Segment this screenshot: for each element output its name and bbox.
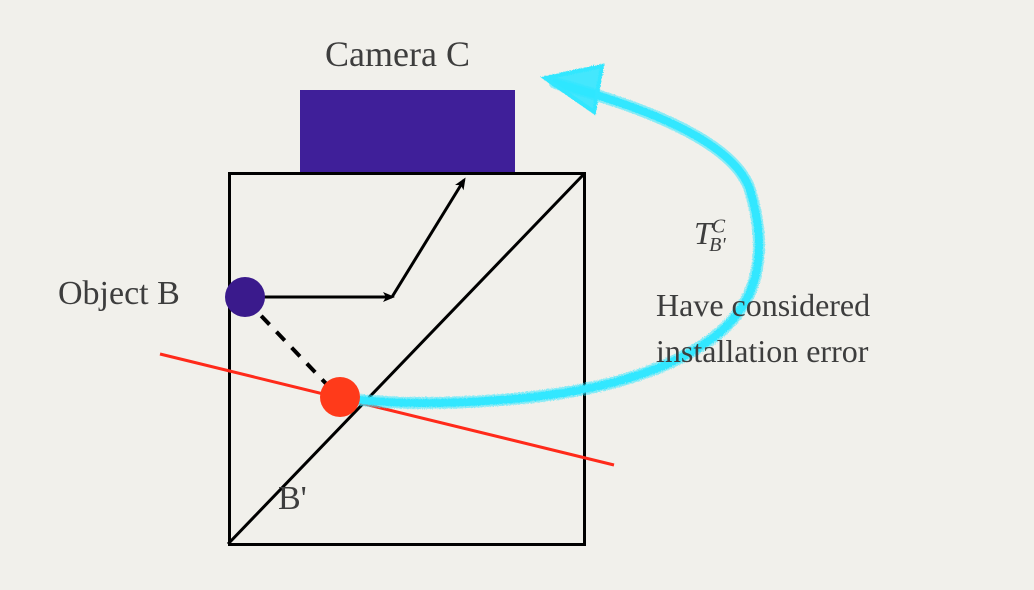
note-label: Have considered installation error: [656, 282, 870, 375]
camera-label: Camera C: [325, 33, 470, 75]
camera-rect: [300, 90, 515, 174]
object-b-point: [225, 277, 265, 317]
tbc-subscript: B': [709, 234, 726, 256]
b-prime-point: [320, 377, 360, 417]
note-line-2: installation error: [656, 328, 870, 374]
diagram-stage: { "background_color": "#f1f0eb", "labels…: [0, 0, 1034, 590]
object-b-label: Object B: [58, 275, 180, 313]
note-line-1: Have considered: [656, 282, 870, 328]
transform-label: TCB': [694, 215, 726, 257]
b-prime-label: B': [278, 480, 307, 518]
